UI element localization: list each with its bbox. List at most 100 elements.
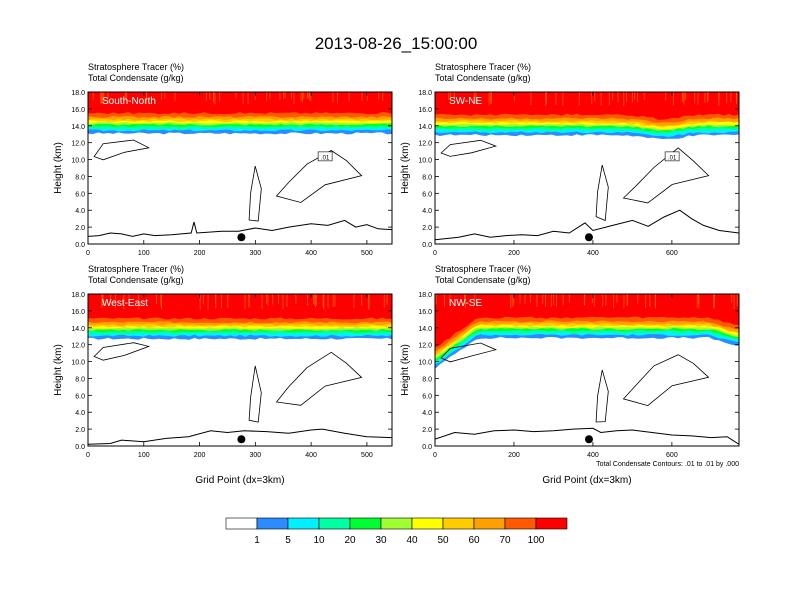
colorbar-swatch xyxy=(287,517,320,530)
x-axis-label: Grid Point (dx=3km) xyxy=(195,475,284,486)
y-tick-label: 16.0 xyxy=(71,107,85,114)
location-marker xyxy=(584,233,593,242)
y-tick-label: 2.0 xyxy=(75,427,85,434)
tracer-band-100 xyxy=(435,92,739,120)
x-tick-label: 300 xyxy=(249,250,261,257)
contour-note: Total Condensate Contours: .01 to .01 by… xyxy=(596,461,739,468)
colorbar-label: 40 xyxy=(406,535,418,546)
condensate-contour xyxy=(93,139,151,161)
x-tick-label: 400 xyxy=(305,452,317,459)
location-marker xyxy=(237,435,246,444)
condensate-contour xyxy=(248,165,262,222)
x-tick-label: 0 xyxy=(86,452,90,459)
terrain-line xyxy=(435,427,739,445)
panel-subtitle-1: Stratosphere Tracer (%) xyxy=(435,62,531,72)
y-axis-label: Height (km) xyxy=(400,344,411,396)
panel-south-north: .01 South-North Stratosphere Tracer (%)Tot… xyxy=(53,62,393,257)
terrain-line xyxy=(88,428,392,445)
condensate-contour xyxy=(275,351,363,406)
y-tick-label: 12.0 xyxy=(418,141,432,148)
y-tick-label: 14.0 xyxy=(418,124,432,131)
x-tick-label: 400 xyxy=(305,250,317,257)
y-tick-label: 8.0 xyxy=(422,376,432,383)
colorbar-label: 10 xyxy=(313,535,325,546)
condensate-contour xyxy=(275,150,363,203)
contour-label: .01 xyxy=(668,155,677,161)
plot-area: .01 xyxy=(435,92,739,242)
plot-frame xyxy=(434,91,740,245)
condensate-contour xyxy=(440,139,498,157)
y-tick-label: 18.0 xyxy=(71,292,85,299)
y-axis-label: Height (km) xyxy=(53,344,64,396)
x-tick-label: 600 xyxy=(666,452,678,459)
plot-area xyxy=(435,294,739,445)
x-tick-label: 300 xyxy=(249,452,261,459)
colorbar-label: 70 xyxy=(499,535,511,546)
x-tick-label: 500 xyxy=(361,452,373,459)
y-axis-label: Height (km) xyxy=(400,142,411,194)
colorbar-label: 5 xyxy=(285,535,291,546)
y-tick-label: 10.0 xyxy=(418,360,432,367)
x-tick-label: 0 xyxy=(433,250,437,257)
colorbar-swatch xyxy=(535,517,568,530)
figure-title: 2013-08-26_15:00:00 xyxy=(315,34,478,53)
y-tick-label: 8.0 xyxy=(75,376,85,383)
colorbar-swatch xyxy=(504,517,537,530)
y-tick-label: 0.0 xyxy=(75,242,85,249)
panel-subtitle-1: Stratosphere Tracer (%) xyxy=(88,62,184,72)
y-tick-label: 14.0 xyxy=(71,326,85,333)
x-tick-label: 0 xyxy=(86,250,90,257)
y-tick-label: 10.0 xyxy=(418,158,432,165)
y-tick-label: 18.0 xyxy=(418,90,432,97)
y-tick-label: 12.0 xyxy=(71,343,85,350)
x-tick-label: 100 xyxy=(138,250,150,257)
contour-label: .01 xyxy=(321,155,330,161)
y-tick-label: 0.0 xyxy=(422,444,432,451)
panel-west-east: West-East Stratosphere Tracer (%)Total Co… xyxy=(53,264,393,486)
colorbar-swatch xyxy=(380,517,413,530)
colorbar-swatch xyxy=(225,517,258,530)
plot-frame xyxy=(87,293,393,447)
plot-area xyxy=(88,294,392,445)
y-tick-label: 4.0 xyxy=(422,208,432,215)
colorbar-label: 30 xyxy=(375,535,387,546)
y-tick-label: 12.0 xyxy=(418,343,432,350)
contour-label-box xyxy=(664,151,680,162)
colorbar-label: 20 xyxy=(344,535,356,546)
condensate-contour xyxy=(622,354,710,407)
colorbar-label: 100 xyxy=(528,535,545,546)
condensate-contour xyxy=(622,147,710,204)
y-tick-label: 6.0 xyxy=(422,393,432,400)
plot-frame xyxy=(434,293,740,447)
colorbar-label: 1 xyxy=(254,535,260,546)
x-tick-label: 200 xyxy=(194,250,206,257)
x-tick-label: 0 xyxy=(433,452,437,459)
y-tick-label: 0.0 xyxy=(75,444,85,451)
x-axis-label: Grid Point (dx=3km) xyxy=(542,475,631,486)
panel-subtitle-2: Total Condensate (g/kg) xyxy=(88,73,184,83)
panel-label: South-North xyxy=(102,96,156,107)
y-axis-label: Height (km) xyxy=(53,142,64,194)
x-tick-label: 200 xyxy=(194,452,206,459)
x-tick-label: 500 xyxy=(361,250,373,257)
y-tick-label: 4.0 xyxy=(75,410,85,417)
y-tick-label: 10.0 xyxy=(71,158,85,165)
y-tick-label: 8.0 xyxy=(75,174,85,181)
y-tick-label: 4.0 xyxy=(75,208,85,215)
y-tick-label: 16.0 xyxy=(418,309,432,316)
colorbar-swatch xyxy=(318,517,351,530)
x-tick-label: 400 xyxy=(587,452,599,459)
condensate-contour xyxy=(440,342,498,363)
x-tick-label: 400 xyxy=(587,250,599,257)
plot-frame xyxy=(87,91,393,245)
panel-subtitle-1: Stratosphere Tracer (%) xyxy=(435,264,531,274)
panel-subtitle-2: Total Condensate (g/kg) xyxy=(88,275,184,285)
condensate-contour xyxy=(248,365,262,423)
panel-subtitle-2: Total Condensate (g/kg) xyxy=(435,275,531,285)
colorbar-swatch xyxy=(411,517,444,530)
y-tick-label: 14.0 xyxy=(71,124,85,131)
y-tick-label: 8.0 xyxy=(422,174,432,181)
location-marker xyxy=(237,233,246,242)
